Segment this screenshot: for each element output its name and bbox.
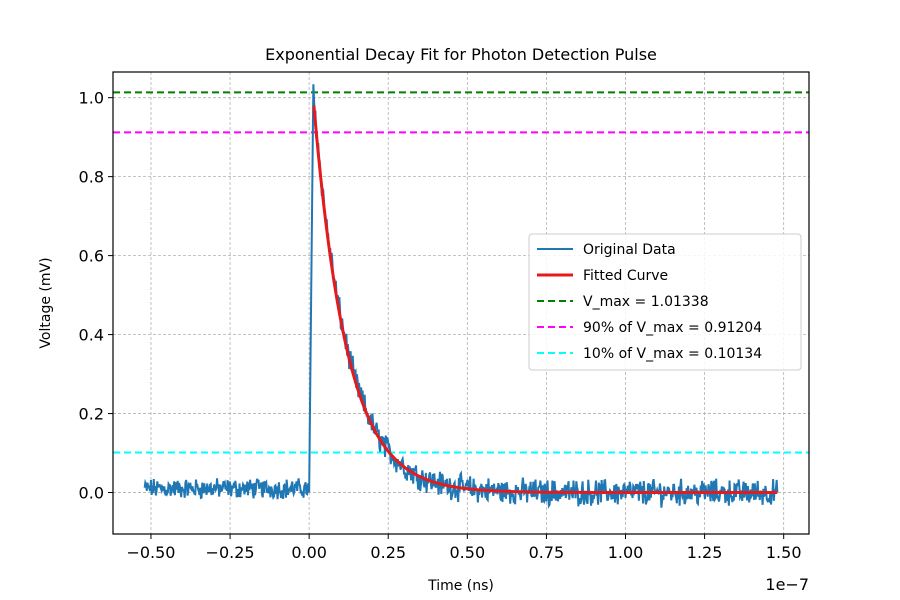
series-original-data-line bbox=[143, 84, 779, 509]
x-tick-label: 1.50 bbox=[766, 543, 802, 562]
y-axis-title: Voltage (mV) bbox=[38, 257, 54, 348]
series-fitted-curve-line bbox=[312, 105, 778, 495]
x-axis-offset-label: 1e−7 bbox=[765, 575, 809, 594]
y-axis: 0.0 0.2 0.4 0.6 0.8 1.0 bbox=[79, 89, 113, 503]
legend-label: V_max = 1.01338 bbox=[583, 294, 709, 310]
plot-area bbox=[143, 84, 779, 509]
x-tick-label: 1.25 bbox=[687, 543, 723, 562]
chart-title: Exponential Decay Fit for Photon Detecti… bbox=[265, 45, 657, 64]
y-tick-label: 0.2 bbox=[79, 405, 104, 424]
x-tick-label: 0.50 bbox=[450, 543, 486, 562]
x-tick-label: −0.50 bbox=[126, 543, 175, 562]
y-tick-label: 1.0 bbox=[79, 89, 104, 108]
x-tick-label: 0.25 bbox=[370, 543, 406, 562]
x-axis-title: Time (ns) bbox=[427, 578, 494, 594]
legend-label: Fitted Curve bbox=[583, 268, 668, 284]
legend: Original Data Fitted Curve V_max = 1.01338… bbox=[528, 233, 802, 371]
y-tick-label: 0.4 bbox=[79, 326, 104, 345]
legend-label: Original Data bbox=[583, 242, 676, 258]
y-tick-label: 0.0 bbox=[79, 484, 104, 503]
legend-label: 10% of V_max = 0.10134 bbox=[583, 346, 762, 362]
reference-lines bbox=[113, 91, 809, 454]
plot-frame bbox=[112, 71, 810, 535]
x-axis: −0.50 −0.25 0.00 0.25 0.50 0.75 1.00 1.25 1.50 bbox=[126, 534, 802, 562]
x-tick-label: 0.75 bbox=[529, 543, 565, 562]
y-tick-label: 0.8 bbox=[79, 168, 104, 187]
x-tick-label: −0.25 bbox=[206, 543, 255, 562]
legend-box bbox=[528, 233, 802, 371]
y-tick-label: 0.6 bbox=[79, 247, 104, 266]
x-tick-label: 0.00 bbox=[291, 543, 327, 562]
legend-label: 90% of V_max = 0.91204 bbox=[583, 320, 762, 336]
x-tick-label: 1.00 bbox=[608, 543, 644, 562]
